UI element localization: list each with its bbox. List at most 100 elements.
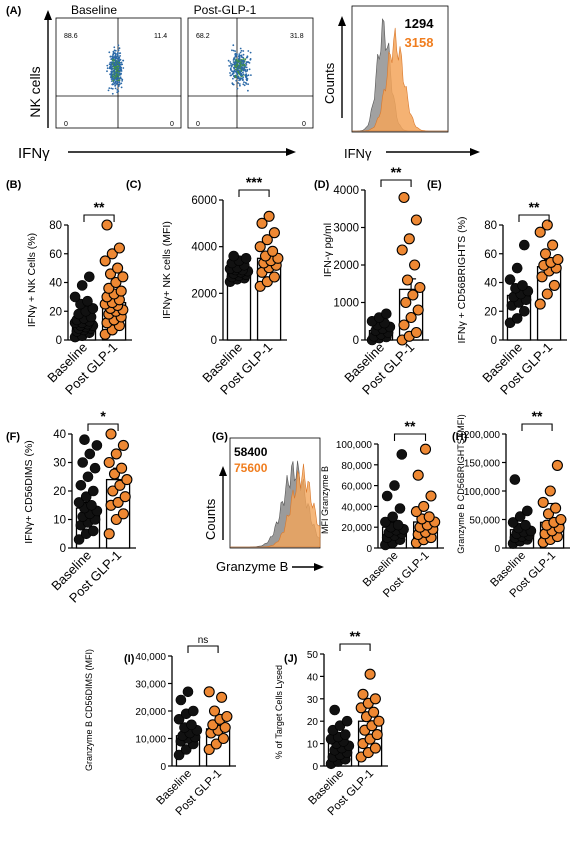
post-glp1-point — [107, 485, 119, 497]
flow-event-dot — [239, 47, 242, 50]
post-glp1-point — [410, 214, 422, 226]
post-glp1-point — [208, 705, 221, 717]
baseline-point — [80, 491, 92, 503]
post-glp1-point — [398, 191, 410, 204]
panel-letter: (H) — [452, 431, 468, 443]
flow-event-dot — [246, 55, 249, 58]
significance-bracket — [87, 423, 119, 431]
y-tick-label: 0 — [60, 543, 66, 555]
y-axis-title: % of Target Cells Lysed — [274, 665, 284, 759]
flow-event-dot — [248, 68, 251, 71]
post-glp1-point — [268, 271, 280, 283]
baseline-point — [186, 719, 197, 731]
flow-event-dot — [106, 70, 108, 73]
y-tick-label: 20,000 — [135, 707, 166, 718]
baseline-point — [73, 534, 85, 545]
flow-event-dot — [115, 70, 117, 73]
y-tick-label: 2000 — [191, 288, 217, 300]
significance-label: ** — [350, 628, 361, 644]
y-tick-label: 20,000 — [341, 523, 372, 534]
significance-bracket — [518, 214, 550, 222]
flow-event-dot — [245, 74, 248, 77]
significance-bracket — [187, 645, 219, 653]
flow-event-dot — [238, 55, 240, 58]
flow-event-dot — [113, 67, 116, 70]
post-glp1-point — [117, 271, 129, 283]
flow-event-dot — [110, 87, 113, 90]
baseline-point — [91, 440, 103, 451]
chart-g: 0 20,000 40,000 60,000 80,000 100,000 MFI Gran… — [320, 418, 444, 600]
flow-event-dot — [236, 67, 239, 70]
flow-event-dot — [111, 65, 114, 67]
ifng-histogram-frame — [351, 5, 449, 133]
flow-event-dot — [232, 44, 235, 47]
flow-event-dot — [237, 72, 240, 74]
y-axis-title: IFNγ+ CD56DIMS (%) — [23, 440, 35, 544]
flow-event-dot — [231, 70, 233, 72]
flow-plot-post-title: Post-GLP-1 — [194, 3, 257, 17]
baseline-point — [88, 525, 99, 537]
y-tick-label: 100,000 — [464, 487, 501, 498]
y-tick-label: 80,000 — [341, 461, 372, 472]
flow-event-dot — [239, 65, 242, 68]
post-glp1-point — [539, 248, 552, 260]
post-glp1-point — [263, 210, 275, 222]
flow-event-dot — [118, 52, 121, 55]
baseline-point — [520, 519, 531, 531]
y-axis-title: Granzyme B CD56BRIGHTS (MFI) — [456, 414, 466, 554]
flow-event-dot — [111, 92, 114, 95]
baseline-point — [79, 434, 90, 446]
flow-event-dot — [235, 59, 238, 62]
flow-event-dot — [245, 83, 248, 85]
panel-letter: (B) — [6, 179, 22, 191]
flow-event-dot — [112, 52, 115, 55]
counts-axis-arrowhead — [338, 16, 346, 26]
baseline-point — [84, 271, 95, 283]
y-tick-label: 4000 — [333, 185, 359, 197]
flow-event-dot — [230, 64, 233, 67]
post-glp1-point — [106, 248, 118, 260]
flow-event-dot — [240, 54, 243, 57]
baseline-point — [86, 499, 97, 511]
post-glp1-point — [117, 439, 129, 451]
ifng-axis-arrowhead — [286, 148, 296, 156]
chart-i: (I) 0 10,000 20,000 30,000 40,000 Granzyme B C… — [84, 635, 236, 818]
flow-event-dot — [114, 58, 117, 60]
post-glp1-point — [536, 271, 548, 283]
flow-event-dot — [117, 77, 120, 79]
y-tick-label: 30,000 — [135, 680, 166, 691]
flow-event-dot — [234, 53, 237, 56]
flow-event-dot — [119, 55, 121, 57]
y-axis-title: IFNγ+ NK cells (MFI) — [161, 221, 173, 319]
y-tick-label: 40 — [49, 278, 62, 290]
granzyme-histogram-post — [230, 463, 321, 548]
flow-event-dot — [107, 89, 110, 92]
y-tick-label: 0 — [366, 544, 372, 555]
flow-event-dot — [245, 70, 247, 73]
flow-event-dot — [116, 69, 118, 71]
flow-event-dot — [237, 77, 240, 80]
flow-event-dot — [110, 66, 113, 69]
y-tick-label: 20 — [307, 717, 319, 728]
post-glp1-point — [534, 226, 546, 238]
post-glp1-point — [373, 715, 385, 727]
y-axis-title: IFN-γ pg/ml — [322, 223, 334, 277]
y-tick-label: 200,000 — [464, 430, 501, 441]
flow-event-dot — [238, 57, 241, 60]
baseline-point — [381, 490, 393, 502]
flow-event-dot — [114, 87, 117, 90]
flow-event-dot — [117, 44, 120, 47]
flow-event-dot — [241, 64, 244, 67]
flow-event-dot — [242, 73, 245, 76]
panel-letter: (J) — [284, 653, 298, 665]
y-tick-label: 0 — [353, 335, 359, 347]
post-glp1-point — [256, 217, 268, 229]
y-tick-label: 40 — [307, 672, 319, 683]
ifng-histogram-post — [352, 27, 448, 132]
post-glp1-point — [542, 508, 555, 520]
flow-event-dot — [116, 78, 119, 81]
flow-event-dot — [233, 69, 236, 72]
baseline-point — [87, 303, 99, 314]
flow-event-dot — [111, 77, 114, 79]
